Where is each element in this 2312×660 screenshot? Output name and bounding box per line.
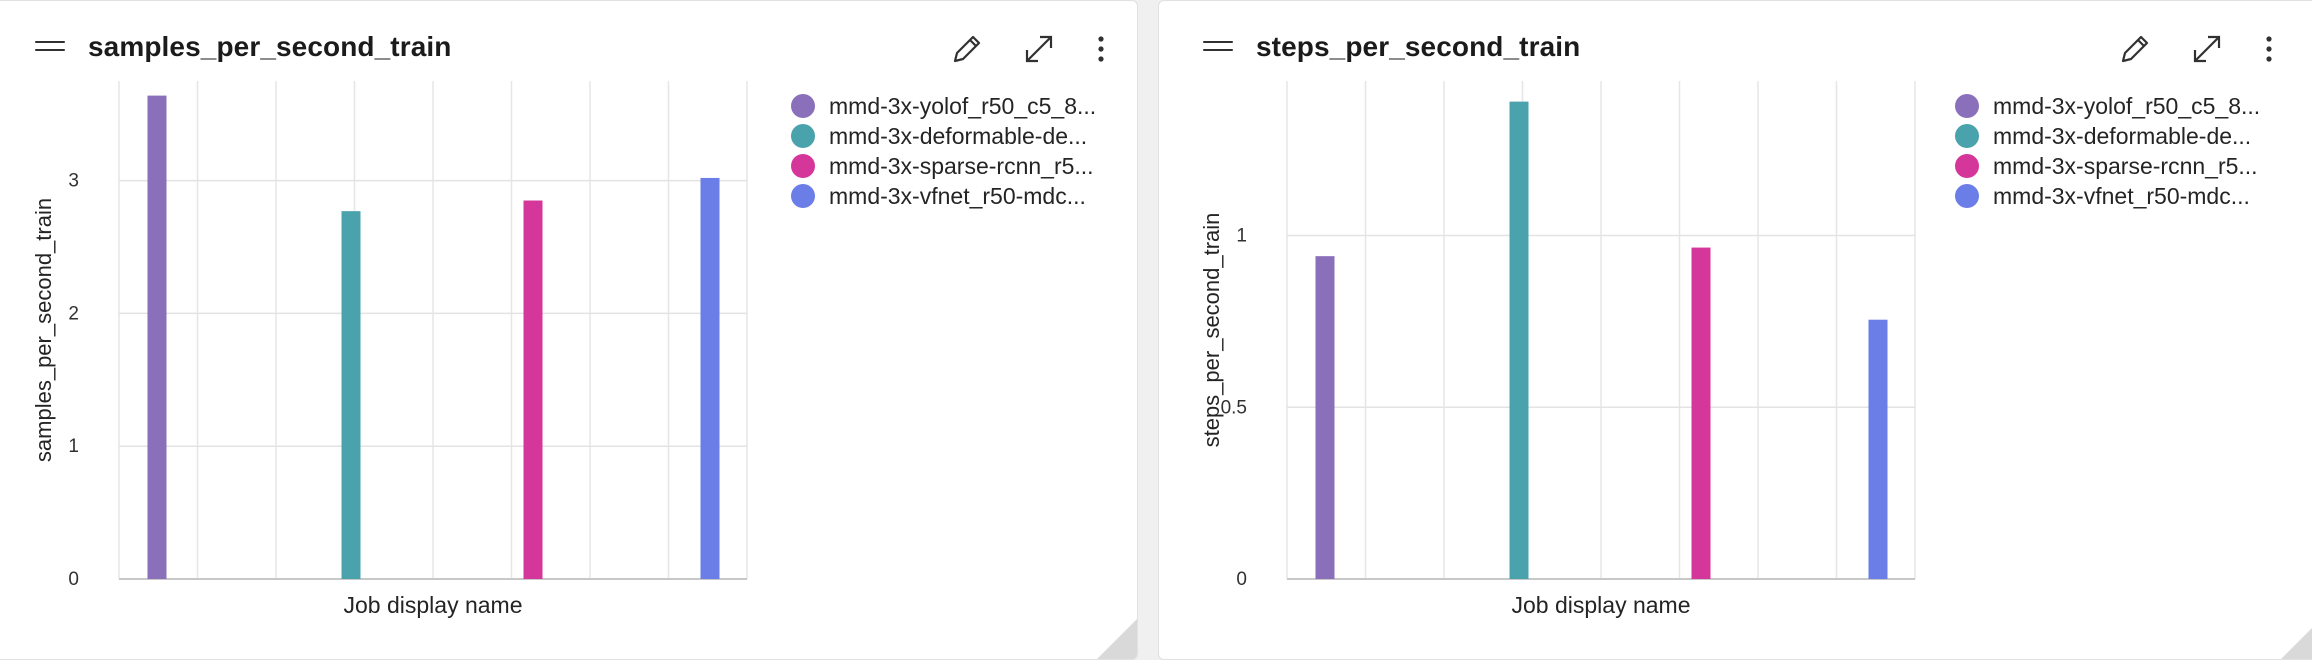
- legend-swatch: [791, 94, 815, 118]
- bar: [700, 177, 720, 579]
- expand-icon: [1025, 35, 1053, 63]
- legend-swatch: [1955, 94, 1979, 118]
- expand-button[interactable]: [1017, 27, 1061, 71]
- expand-icon: [2193, 35, 2221, 63]
- resize-handle[interactable]: [1097, 619, 1137, 659]
- legend-item[interactable]: mmd-3x-sparse-rcnn_r5...: [1955, 151, 2285, 181]
- legend-label: mmd-3x-sparse-rcnn_r5...: [1993, 152, 2258, 179]
- x-axis-label: Job display name: [1512, 592, 1691, 618]
- legend-label: mmd-3x-vfnet_r50-mdc...: [1993, 182, 2250, 209]
- bar: [341, 211, 361, 580]
- card-header: steps_per_second_train: [1159, 23, 2312, 75]
- expand-button[interactable]: [2185, 27, 2229, 71]
- y-axis-label: samples_per_second_train: [31, 198, 56, 462]
- legend-label: mmd-3x-vfnet_r50-mdc...: [829, 182, 1086, 209]
- more-options-button[interactable]: [2247, 27, 2291, 71]
- legend-item[interactable]: mmd-3x-vfnet_r50-mdc...: [1955, 181, 2285, 211]
- y-tick-label: 1: [1236, 226, 1247, 247]
- legend-label: mmd-3x-yolof_r50_c5_8...: [1993, 92, 2261, 119]
- bar: [1691, 247, 1711, 579]
- bar: [1868, 319, 1888, 579]
- legend-swatch: [791, 124, 815, 148]
- legend-swatch: [1955, 124, 1979, 148]
- more-vertical-icon: [1098, 36, 1104, 62]
- y-tick-label: 0: [1236, 569, 1247, 590]
- y-tick-label: 1: [68, 436, 79, 457]
- card-header: samples_per_second_train: [0, 23, 1137, 75]
- legend-swatch: [1955, 154, 1979, 178]
- legend-label: mmd-3x-sparse-rcnn_r5...: [829, 152, 1094, 179]
- legend-item[interactable]: mmd-3x-sparse-rcnn_r5...: [791, 151, 1121, 181]
- legend-swatch: [1955, 184, 1979, 208]
- resize-handle[interactable]: [2281, 619, 2312, 659]
- bar: [523, 200, 543, 579]
- bar-chart: 0 0.5 1 Job display name steps_per_second_tr…: [1199, 81, 1916, 618]
- legend-item[interactable]: mmd-3x-deformable-de...: [791, 121, 1121, 151]
- bar: [1315, 256, 1335, 579]
- legend-label: mmd-3x-deformable-de...: [1993, 122, 2252, 149]
- y-tick-label: 0.5: [1221, 397, 1247, 418]
- legend-item[interactable]: mmd-3x-vfnet_r50-mdc...: [791, 181, 1121, 211]
- y-tick-label: 3: [68, 171, 79, 192]
- legend-label: mmd-3x-yolof_r50_c5_8...: [829, 92, 1097, 119]
- legend-swatch: [791, 154, 815, 178]
- edit-button[interactable]: [945, 27, 989, 71]
- pencil-icon: [2121, 35, 2149, 63]
- legend-item[interactable]: mmd-3x-yolof_r50_c5_8...: [1955, 91, 2285, 121]
- y-tick-label: 0: [68, 569, 79, 590]
- legend-item[interactable]: mmd-3x-deformable-de...: [1955, 121, 2285, 151]
- legend-swatch: [791, 184, 815, 208]
- x-axis-label: Job display name: [344, 592, 523, 618]
- more-options-button[interactable]: [1079, 27, 1123, 71]
- more-vertical-icon: [2266, 36, 2272, 62]
- edit-button[interactable]: [2113, 27, 2157, 71]
- card-title: steps_per_second_train: [1256, 31, 1581, 62]
- chart-legend: mmd-3x-yolof_r50_c5_8... mmd-3x-deformab…: [791, 91, 1121, 211]
- pencil-icon: [953, 35, 981, 63]
- y-tick-label: 2: [68, 303, 79, 324]
- chart-legend: mmd-3x-yolof_r50_c5_8... mmd-3x-deformab…: [1955, 91, 2285, 211]
- drag-handle-icon[interactable]: [1203, 41, 1233, 55]
- bar: [147, 95, 167, 579]
- legend-label: mmd-3x-deformable-de...: [829, 122, 1088, 149]
- bar-chart: 0 1 2 3 Job display name samples_per_second_t…: [31, 81, 748, 618]
- drag-handle-icon[interactable]: [35, 41, 65, 55]
- chart-card-steps: steps_per_second_train 0 0.5 1 Job display …: [1158, 0, 2312, 660]
- card-title: samples_per_second_train: [88, 31, 452, 62]
- bar: [1509, 101, 1529, 579]
- y-axis-label: steps_per_second_train: [1199, 213, 1224, 448]
- legend-item[interactable]: mmd-3x-yolof_r50_c5_8...: [791, 91, 1121, 121]
- chart-card-samples: samples_per_second_train 0 1 2 3 Job display…: [0, 0, 1138, 660]
